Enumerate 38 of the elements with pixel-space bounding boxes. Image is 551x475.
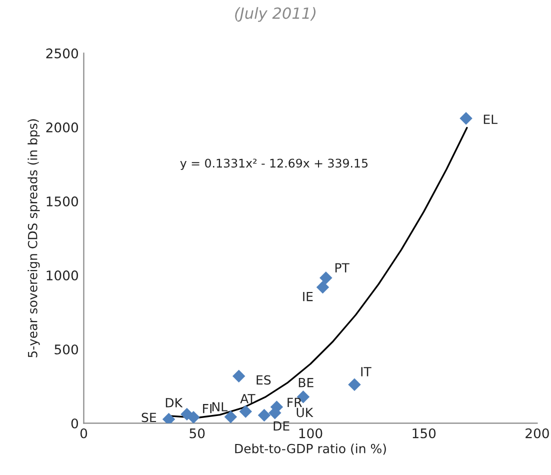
y-tick-label: 0 bbox=[71, 418, 78, 428]
x-tick-label: 0 bbox=[80, 428, 88, 438]
data-label: PT bbox=[335, 263, 350, 272]
x-tick-label: 150 bbox=[412, 428, 436, 438]
x-tick-label: 200 bbox=[526, 428, 549, 438]
point bbox=[239, 405, 252, 418]
point bbox=[460, 112, 472, 125]
chart-title: (July 2011) bbox=[235, 7, 316, 22]
x-tick-label: 100 bbox=[299, 428, 322, 438]
data-label: AT bbox=[240, 394, 256, 404]
data-label: UK bbox=[296, 408, 314, 418]
point bbox=[232, 370, 246, 383]
point bbox=[320, 272, 332, 284]
data-label: ES bbox=[256, 375, 271, 385]
point bbox=[187, 410, 200, 424]
y-tick-label: 1500 bbox=[46, 196, 78, 206]
data-label: NL bbox=[212, 402, 228, 412]
y-tick-label: 500 bbox=[54, 344, 78, 354]
y-axis-title: 5-year sovereign CDS spreads (in bps) bbox=[28, 119, 40, 358]
point bbox=[224, 410, 238, 424]
data-label: FI bbox=[203, 404, 212, 414]
y-tick-label: 2000 bbox=[46, 122, 78, 132]
y-tick-label: 2500 bbox=[46, 48, 78, 58]
data-label: IT bbox=[361, 367, 372, 376]
data-label: DK bbox=[166, 398, 183, 408]
x-tick-label: 50 bbox=[190, 428, 205, 438]
data-label: IE bbox=[303, 292, 313, 302]
point bbox=[316, 280, 330, 294]
x-axis-title: Debt-to-GDP ratio (in %) bbox=[235, 444, 386, 455]
annotation: y = 0.1331x² - 12.69x + 339.15 bbox=[180, 158, 368, 170]
point bbox=[348, 378, 361, 391]
y-tick-label: 1000 bbox=[46, 270, 78, 280]
data-label: EL bbox=[484, 114, 498, 124]
data-label: BE bbox=[298, 378, 314, 388]
data-label: FR bbox=[288, 398, 302, 407]
data-label: SE bbox=[142, 412, 156, 422]
data-label: DE bbox=[274, 421, 290, 431]
point bbox=[258, 408, 271, 422]
